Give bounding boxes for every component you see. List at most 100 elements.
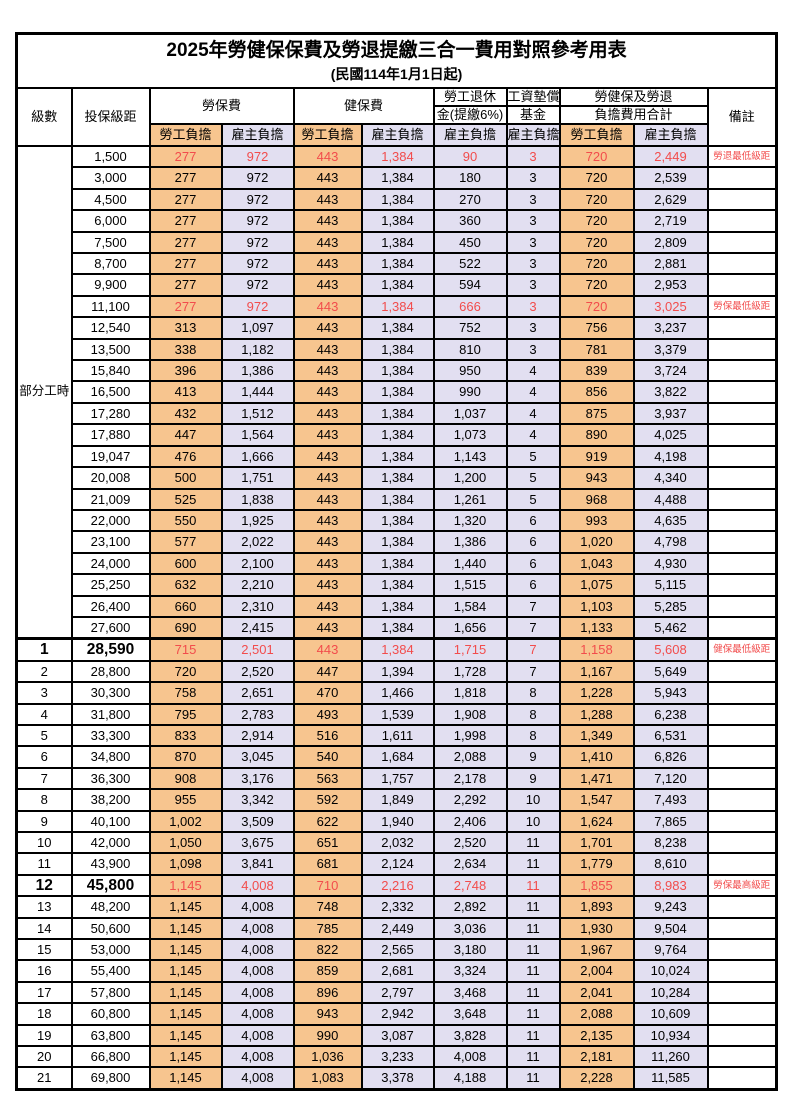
table-row: 3,000 277 972 443 1,384 180 3 720 2,539 [17, 166, 778, 190]
cell-health-employee: 748 [292, 895, 363, 919]
cell-fund-employer: 11 [505, 1066, 561, 1091]
cell-labor-employer: 972 [220, 273, 295, 297]
cell-health-employee: 943 [292, 1002, 363, 1026]
cell-level: 2 [15, 659, 73, 684]
cell-health-employee: 443 [292, 401, 363, 426]
table-row: 16 55,400 1,145 4,008 859 2,681 3,324 11 2,004 10… [15, 959, 778, 983]
cell-health-employer: 1,849 [360, 788, 435, 812]
cell-level: 20 [15, 1045, 73, 1069]
header-row-groups: 級數 投保級距 勞保費 健保費 勞工退休 工資墊償 勞健保及勞退 備註 [15, 87, 778, 147]
cell-labor-employer: 2,310 [220, 594, 295, 618]
cell-total-employer: 7,493 [632, 788, 709, 812]
cell-labor-employer: 4,008 [220, 1002, 295, 1026]
table-row: 13,500 338 1,182 443 1,384 810 3 781 3,379 [17, 337, 778, 362]
cell-total-employer: 4,798 [632, 530, 709, 554]
cell-total-employee: 1,471 [558, 766, 635, 791]
cell-total-employer: 2,881 [632, 252, 709, 276]
table-row: 4,500 277 972 443 1,384 270 3 720 2,629 [17, 187, 778, 212]
cell-pension-employer: 270 [432, 187, 508, 212]
cell-total-employer: 9,764 [632, 938, 709, 962]
cell-fund-employer: 7 [505, 659, 561, 684]
cell-salary: 16,500 [70, 380, 151, 404]
cell-fund-employer: 3 [505, 166, 561, 190]
page-subtitle: (民國114年1月1日起) [330, 66, 463, 82]
cell-salary: 8,700 [70, 252, 151, 276]
cell-health-employee: 822 [292, 938, 363, 962]
cell-total-employee: 1,547 [558, 788, 635, 812]
cell-health-employer: 1,384 [360, 401, 435, 426]
header-fund-employer-share: 雇主負擔 [505, 123, 561, 147]
cell-total-employee: 2,181 [558, 1045, 635, 1069]
cell-health-employee: 443 [292, 551, 363, 576]
cell-total-employer: 2,719 [632, 209, 709, 233]
cell-fund-employer: 7 [505, 594, 561, 618]
cell-health-employee: 443 [292, 594, 363, 618]
cell-remark [706, 830, 778, 855]
cell-salary: 11,100 [70, 294, 151, 319]
cell-pension-employer: 1,440 [432, 551, 508, 576]
cell-labor-employee: 313 [148, 316, 223, 340]
table-row: 11,100 277 972 443 1,384 666 3 720 3,025 勞保最低級距 [17, 294, 778, 319]
table-row: 15,840 396 1,386 443 1,384 950 4 839 3,724 [17, 359, 778, 383]
cell-total-employee: 1,855 [558, 873, 635, 898]
cell-health-employee: 443 [292, 187, 363, 212]
header-labor-employer-share: 雇主負擔 [220, 123, 295, 147]
cell-pension-employer: 2,178 [432, 766, 508, 791]
cell-total-employee: 1,288 [558, 702, 635, 726]
table-row: 6,000 277 972 443 1,384 360 3 720 2,719 [17, 209, 778, 233]
header-row-groups-line2: 金(提繳6%) 基金 負擔費用合計 [17, 105, 777, 125]
cell-total-employee: 1,967 [558, 938, 635, 962]
cell-labor-employee: 396 [148, 359, 223, 383]
cell-pension-employer: 1,200 [432, 466, 508, 490]
cell-labor-employer: 1,564 [220, 423, 295, 447]
cell-labor-employer: 3,045 [220, 745, 295, 769]
premium-table: 2025年勞健保保費及勞退提繳三合一費用對照參考用表 (民國114年1月1日起)… [15, 32, 779, 1091]
cell-total-employee: 1,701 [558, 830, 635, 855]
cell-total-employer: 11,585 [632, 1066, 709, 1091]
table-row: 7 36,300 908 3,176 563 1,757 2,178 9 1,471 7,120 [15, 766, 778, 791]
cell-health-employee: 1,036 [292, 1045, 363, 1069]
cell-health-employer: 1,940 [360, 809, 435, 834]
cell-salary: 9,900 [70, 273, 151, 297]
table-row: 22,000 550 1,925 443 1,384 1,320 6 993 4,635 [17, 508, 778, 533]
cell-health-employee: 859 [292, 959, 363, 983]
cell-labor-employee: 870 [148, 745, 223, 769]
cell-remark [706, 166, 778, 190]
cell-total-employer: 4,340 [632, 466, 709, 490]
cell-total-employee: 720 [558, 230, 635, 255]
header-wage-fund-line1: 工資墊償 [505, 87, 561, 107]
cell-remark [706, 466, 778, 490]
cell-fund-employer: 11 [505, 852, 561, 876]
cell-remark [706, 1045, 778, 1069]
cell-total-employer: 4,488 [632, 487, 709, 511]
cell-labor-employer: 1,925 [220, 508, 295, 533]
cell-fund-employer: 3 [505, 337, 561, 362]
cell-health-employee: 443 [292, 423, 363, 447]
table-row: 8,700 277 972 443 1,384 522 3 720 2,881 [17, 252, 778, 276]
cell-salary: 30,300 [70, 681, 151, 705]
cell-labor-employee: 1,002 [148, 809, 223, 834]
cell-fund-employer: 11 [505, 938, 561, 962]
cell-health-employer: 1,384 [360, 380, 435, 404]
cell-labor-employee: 476 [148, 444, 223, 469]
cell-total-employee: 720 [558, 273, 635, 297]
cell-labor-employee: 277 [148, 166, 223, 190]
cell-health-employer: 2,216 [360, 873, 435, 898]
cell-health-employer: 1,539 [360, 702, 435, 726]
cell-labor-employee: 277 [148, 187, 223, 212]
cell-fund-employer: 4 [505, 380, 561, 404]
cell-labor-employee: 277 [148, 294, 223, 319]
cell-total-employee: 720 [558, 187, 635, 212]
cell-total-employer: 3,379 [632, 337, 709, 362]
cell-fund-employer: 11 [505, 1002, 561, 1026]
cell-fund-employer: 3 [505, 187, 561, 212]
cell-health-employee: 443 [292, 252, 363, 276]
table-row: 18 60,800 1,145 4,008 943 2,942 3,648 11 2,088 10… [15, 1002, 778, 1026]
header-wage-fund-line2: 基金 [505, 105, 561, 125]
cell-salary: 60,800 [70, 1002, 151, 1026]
cell-pension-employer: 522 [432, 252, 508, 276]
cell-labor-employee: 715 [148, 637, 223, 662]
cell-labor-employer: 2,415 [220, 615, 295, 640]
cell-salary: 31,800 [70, 702, 151, 726]
cell-health-employer: 2,797 [360, 980, 435, 1005]
